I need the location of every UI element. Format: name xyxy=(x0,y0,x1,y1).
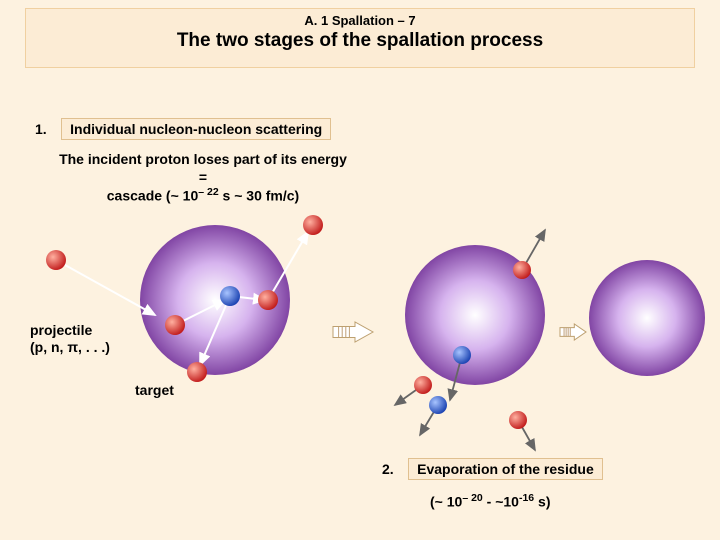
super-title: A. 1 Spallation – 7 xyxy=(26,13,694,28)
desc2-exp1: – 20 xyxy=(462,492,482,504)
projectile-label: projectile (p, n, π, . . .) xyxy=(30,322,110,356)
desc1-exp: – 22 xyxy=(198,186,218,198)
step1-description: The incident proton loses part of its en… xyxy=(38,150,368,205)
projectile-label-a: projectile xyxy=(30,322,92,338)
desc2-b: - ~10 xyxy=(483,494,519,510)
projectile-label-b: (p, n, π, . . .) xyxy=(30,339,110,355)
desc2-c: s) xyxy=(534,494,550,510)
desc1-line3a: cascade (~ 10 xyxy=(107,188,198,204)
target-label: target xyxy=(135,382,174,398)
step2-description: (~ 10– 20 - ~10-16 s) xyxy=(430,492,550,510)
step1-number: 1. xyxy=(35,121,47,137)
step2-heading: 2. Evaporation of the residue xyxy=(382,458,603,480)
step1-label: Individual nucleon-nucleon scattering xyxy=(61,118,331,140)
desc1-line2: = xyxy=(199,169,207,185)
main-title: The two stages of the spallation process xyxy=(26,30,694,52)
step1-heading: 1. Individual nucleon-nucleon scattering xyxy=(35,118,331,140)
step2-number: 2. xyxy=(382,461,394,477)
step2-label: Evaporation of the residue xyxy=(408,458,603,480)
desc2-exp2: -16 xyxy=(519,492,534,504)
spallation-diagram xyxy=(0,0,720,540)
desc1-line3b: s ~ 30 fm/c) xyxy=(219,188,300,204)
desc1-line1: The incident proton loses part of its en… xyxy=(59,151,347,167)
header-box: A. 1 Spallation – 7 The two stages of th… xyxy=(25,8,695,68)
desc2-a: (~ 10 xyxy=(430,494,462,510)
